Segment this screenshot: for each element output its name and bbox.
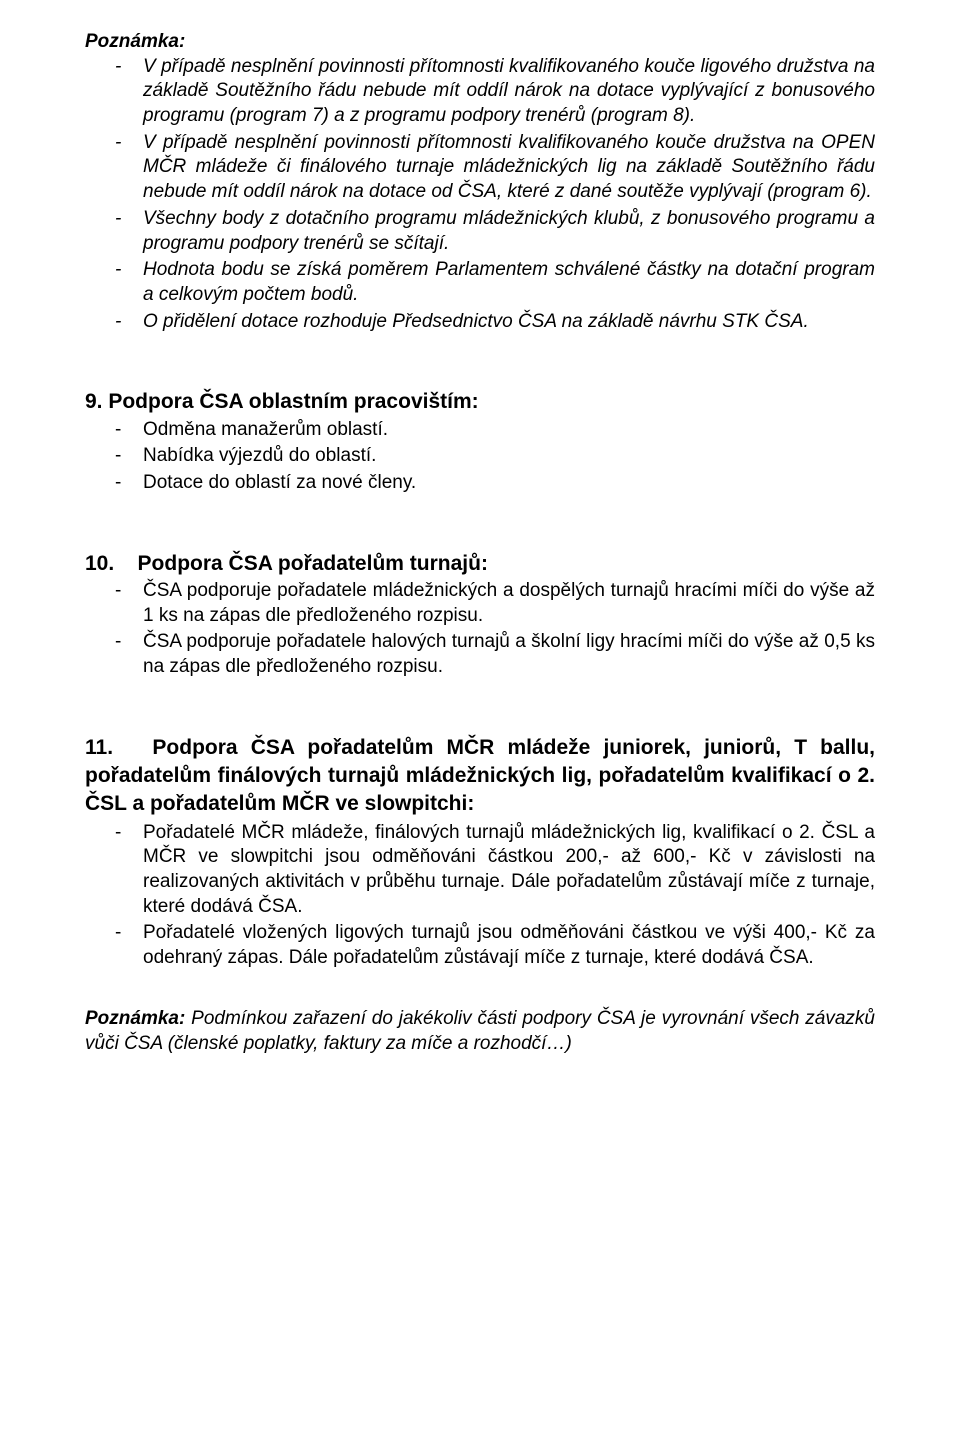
section-11-list: -Pořadatelé MČR mládeže, finálových turn… <box>85 821 875 971</box>
dash-icon: - <box>115 131 143 156</box>
footnote-label: Poznámka: <box>85 1008 185 1029</box>
list-item: -Pořadatelé vložených ligových turnajů j… <box>85 921 875 970</box>
dash-icon: - <box>115 444 143 469</box>
section-10-heading: 10. Podpora ČSA pořadatelům turnajů: <box>85 550 875 577</box>
dash-icon: - <box>115 921 143 946</box>
section-9-list: -Odměna manažerům oblastí. -Nabídka výje… <box>85 418 875 496</box>
item-text: Odměna manažerům oblastí. <box>143 419 388 440</box>
list-item: -V případě nesplnění povinnosti přítomno… <box>85 55 875 129</box>
item-text: Pořadatelé MČR mládeže, finálových turna… <box>143 822 875 917</box>
list-item: -ČSA podporuje pořadatele mládežnických … <box>85 579 875 628</box>
note-heading: Poznámka: <box>85 30 875 55</box>
list-item: -Nabídka výjezdů do oblastí. <box>85 444 875 469</box>
footnote: Poznámka: Podmínkou zařazení do jakékoli… <box>85 1007 875 1056</box>
dash-icon: - <box>115 55 143 80</box>
section-11-heading: 11. Podpora ČSA pořadatelům MČR mládeže … <box>85 734 875 819</box>
section-9-heading: 9. Podpora ČSA oblastním pracovištím: <box>85 388 875 415</box>
section-10-list: -ČSA podporuje pořadatele mládežnických … <box>85 579 875 680</box>
item-text: ČSA podporuje pořadatele mládežnických a… <box>143 580 875 626</box>
note-text: V případě nesplnění povinnosti přítomnos… <box>143 56 875 126</box>
note-text: Hodnota bodu se získá poměrem Parlamente… <box>143 259 875 305</box>
dash-icon: - <box>115 258 143 283</box>
dash-icon: - <box>115 630 143 655</box>
item-text: Nabídka výjezdů do oblastí. <box>143 445 376 466</box>
dash-icon: - <box>115 579 143 604</box>
item-text: Pořadatelé vložených ligových turnajů js… <box>143 922 875 968</box>
list-item: -Všechny body z dotačního programu mláde… <box>85 207 875 256</box>
note-list: -V případě nesplnění povinnosti přítomno… <box>85 55 875 335</box>
dash-icon: - <box>115 471 143 496</box>
item-text: Dotace do oblastí za nové členy. <box>143 472 416 493</box>
dash-icon: - <box>115 207 143 232</box>
list-item: -Hodnota bodu se získá poměrem Parlament… <box>85 258 875 307</box>
list-item: -ČSA podporuje pořadatele halových turna… <box>85 630 875 679</box>
note-text: Všechny body z dotačního programu mládež… <box>143 208 875 254</box>
dash-icon: - <box>115 418 143 443</box>
list-item: -O přidělení dotace rozhoduje Předsednic… <box>85 310 875 335</box>
footnote-text: Podmínkou zařazení do jakékoliv části po… <box>85 1008 875 1054</box>
document-page: Poznámka: -V případě nesplnění povinnost… <box>0 0 960 1444</box>
dash-icon: - <box>115 821 143 846</box>
dash-icon: - <box>115 310 143 335</box>
list-item: -V případě nesplnění povinnosti přítomno… <box>85 131 875 205</box>
note-text: O přidělení dotace rozhoduje Předsednict… <box>143 311 809 332</box>
list-item: -Pořadatelé MČR mládeže, finálových turn… <box>85 821 875 920</box>
item-text: ČSA podporuje pořadatele halových turnaj… <box>143 631 875 677</box>
list-item: -Odměna manažerům oblastí. <box>85 418 875 443</box>
list-item: -Dotace do oblastí za nové členy. <box>85 471 875 496</box>
note-text: V případě nesplnění povinnosti přítomnos… <box>143 132 875 202</box>
